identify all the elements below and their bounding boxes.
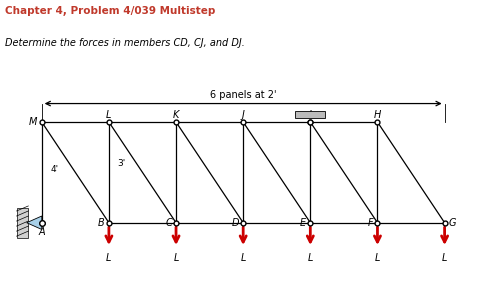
Bar <box>16 208 28 238</box>
Text: M: M <box>29 117 38 127</box>
Text: L: L <box>106 110 112 120</box>
Text: L: L <box>442 253 447 263</box>
Text: 6 panels at 2': 6 panels at 2' <box>210 89 276 99</box>
Text: D: D <box>232 218 240 228</box>
Text: J: J <box>242 110 244 120</box>
Polygon shape <box>27 216 42 230</box>
Text: L: L <box>308 253 313 263</box>
Text: A: A <box>39 227 45 237</box>
Text: L: L <box>375 253 380 263</box>
Text: E: E <box>300 218 306 228</box>
Text: Determine the forces in members CD, CJ, and DJ.: Determine the forces in members CD, CJ, … <box>5 38 245 48</box>
Text: L: L <box>106 253 112 263</box>
Text: I: I <box>309 110 312 120</box>
Text: F: F <box>367 218 373 228</box>
Text: B: B <box>98 218 105 228</box>
Text: Chapter 4, Problem 4/039 Multistep: Chapter 4, Problem 4/039 Multistep <box>5 6 215 16</box>
Text: 3': 3' <box>117 159 126 168</box>
Bar <box>295 111 326 118</box>
Text: 4': 4' <box>50 165 58 174</box>
Text: C: C <box>165 218 172 228</box>
Text: L: L <box>241 253 246 263</box>
Text: H: H <box>374 110 381 120</box>
Text: G: G <box>448 218 456 228</box>
Text: K: K <box>173 110 179 120</box>
Text: L: L <box>173 253 179 263</box>
